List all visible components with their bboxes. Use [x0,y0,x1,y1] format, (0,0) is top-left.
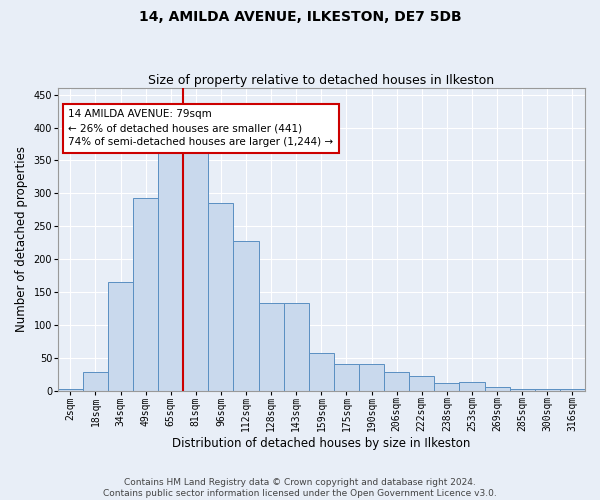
Bar [460,382,485,390]
Bar [208,203,233,390]
Bar [259,303,284,390]
Bar [309,352,334,391]
Bar [83,372,108,390]
Bar [284,303,309,390]
Text: Contains HM Land Registry data © Crown copyright and database right 2024.
Contai: Contains HM Land Registry data © Crown c… [103,478,497,498]
Bar [108,282,133,391]
Bar [485,388,509,390]
Bar [133,198,158,390]
Bar [334,364,359,390]
Y-axis label: Number of detached properties: Number of detached properties [15,146,28,332]
Bar [384,372,409,390]
Title: Size of property relative to detached houses in Ilkeston: Size of property relative to detached ho… [148,74,494,87]
Bar [434,384,460,390]
X-axis label: Distribution of detached houses by size in Ilkeston: Distribution of detached houses by size … [172,437,470,450]
Bar [183,150,208,390]
Text: 14 AMILDA AVENUE: 79sqm
← 26% of detached houses are smaller (441)
74% of semi-d: 14 AMILDA AVENUE: 79sqm ← 26% of detache… [68,110,334,148]
Bar [233,242,259,390]
Bar [409,376,434,390]
Bar [158,150,183,390]
Bar [359,364,384,390]
Text: 14, AMILDA AVENUE, ILKESTON, DE7 5DB: 14, AMILDA AVENUE, ILKESTON, DE7 5DB [139,10,461,24]
